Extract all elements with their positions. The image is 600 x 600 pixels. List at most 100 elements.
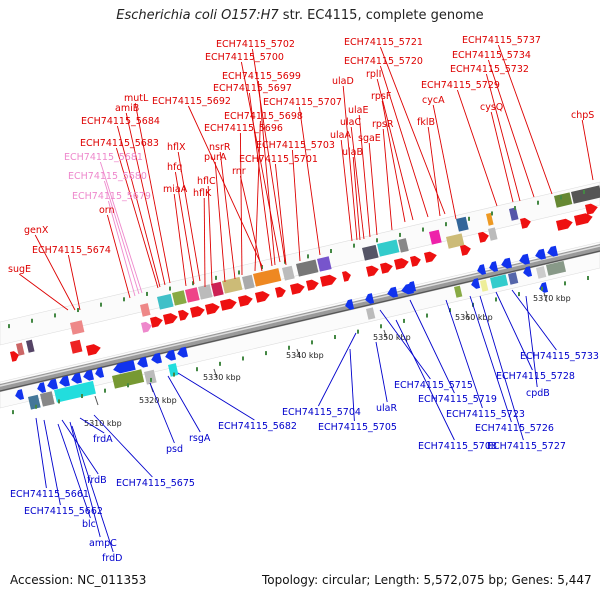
- gene-block[interactable]: [282, 265, 295, 281]
- forward-gene-arrow[interactable]: [10, 350, 20, 362]
- forward-gene-arrow[interactable]: [141, 321, 153, 333]
- reverse-gene-arrow[interactable]: [386, 286, 399, 299]
- gene-block[interactable]: [316, 256, 332, 272]
- gene-block[interactable]: [536, 266, 547, 279]
- gene-label[interactable]: cpdB: [526, 388, 550, 399]
- gene-block[interactable]: [398, 238, 409, 253]
- reverse-gene-arrow[interactable]: [70, 372, 83, 385]
- gene-label[interactable]: mutL: [124, 93, 149, 104]
- gene-label[interactable]: ECH74115_5733: [520, 351, 599, 362]
- forward-gene-arrow[interactable]: [478, 231, 490, 243]
- forward-gene-arrow[interactable]: [410, 255, 422, 267]
- gene-label[interactable]: ECH74115_5674: [32, 245, 111, 256]
- gene-label[interactable]: ECH74115_5698: [224, 111, 303, 122]
- gene-label[interactable]: cysQ: [480, 102, 503, 113]
- gene-label[interactable]: ECH74115_5732: [450, 64, 529, 75]
- gene-block[interactable]: [429, 229, 442, 245]
- gene-block[interactable]: [253, 268, 282, 287]
- gene-block[interactable]: [453, 285, 463, 298]
- gene-label[interactable]: ECH74115_5708: [418, 441, 497, 452]
- gene-label[interactable]: ECH74115_5729: [421, 80, 500, 91]
- gene-label[interactable]: ECH74115_5705: [318, 422, 397, 433]
- gene-label[interactable]: ECH74115_5699: [222, 71, 301, 82]
- forward-gene-arrow[interactable]: [238, 294, 254, 307]
- gene-label[interactable]: frdD: [102, 553, 122, 564]
- gene-label[interactable]: ECH74115_5719: [418, 394, 497, 405]
- forward-gene-arrow[interactable]: [380, 261, 394, 274]
- reverse-gene-arrow[interactable]: [518, 253, 531, 266]
- gene-label[interactable]: ECH74115_5721: [344, 37, 423, 48]
- gene-block[interactable]: [168, 363, 179, 377]
- forward-gene-arrow[interactable]: [342, 270, 352, 282]
- gene-label[interactable]: genX: [24, 225, 49, 236]
- gene-block[interactable]: [157, 293, 174, 310]
- forward-gene-arrow[interactable]: [205, 302, 221, 315]
- reverse-gene-arrow[interactable]: [36, 382, 47, 394]
- reverse-gene-arrow[interactable]: [82, 369, 95, 382]
- gene-block[interactable]: [488, 227, 498, 241]
- gene-label[interactable]: ECH74115_5726: [475, 423, 554, 434]
- gene-block[interactable]: [139, 303, 151, 317]
- gene-label[interactable]: ECH74115_5704: [282, 407, 361, 418]
- gene-label[interactable]: fklB: [417, 117, 435, 128]
- gene-label[interactable]: chpS: [571, 110, 594, 121]
- gene-label[interactable]: ECH74115_5682: [218, 421, 297, 432]
- reverse-gene-arrow[interactable]: [150, 352, 163, 365]
- gene-block[interactable]: [570, 185, 600, 204]
- gene-block[interactable]: [456, 216, 469, 232]
- gene-block[interactable]: [554, 192, 573, 208]
- reverse-gene-arrow[interactable]: [522, 266, 533, 278]
- gene-label[interactable]: rpsF: [371, 91, 391, 102]
- forward-gene-arrow[interactable]: [460, 244, 472, 256]
- reverse-gene-arrow[interactable]: [538, 282, 549, 294]
- gene-block[interactable]: [25, 339, 35, 353]
- gene-label[interactable]: psd: [166, 444, 183, 455]
- gene-label[interactable]: nsrR: [209, 142, 231, 153]
- reverse-gene-arrow[interactable]: [500, 257, 513, 270]
- gene-label[interactable]: ECH74115_5700: [205, 52, 284, 63]
- gene-block[interactable]: [377, 239, 400, 257]
- reverse-gene-arrow[interactable]: [164, 349, 177, 362]
- gene-label[interactable]: ECH74115_5679: [72, 191, 151, 202]
- gene-label[interactable]: rnr: [232, 166, 246, 177]
- forward-gene-arrow[interactable]: [255, 290, 271, 303]
- gene-block[interactable]: [112, 369, 145, 389]
- gene-label[interactable]: rpsR: [372, 119, 394, 130]
- forward-gene-arrow[interactable]: [424, 250, 438, 263]
- gene-block[interactable]: [16, 342, 25, 356]
- gene-block[interactable]: [211, 281, 224, 297]
- gene-label[interactable]: ECH74115_5662: [24, 506, 103, 517]
- gene-block[interactable]: [70, 320, 85, 335]
- gene-block[interactable]: [221, 276, 243, 294]
- gene-label[interactable]: ECH74115_5697: [213, 83, 292, 94]
- gene-label[interactable]: ECH74115_5703: [256, 140, 335, 151]
- reverse-gene-arrow[interactable]: [94, 367, 105, 379]
- gene-label[interactable]: ECH74115_5696: [204, 123, 283, 134]
- gene-label[interactable]: hflX: [167, 142, 186, 153]
- forward-gene-arrow[interactable]: [574, 212, 594, 226]
- forward-gene-arrow[interactable]: [290, 282, 306, 295]
- reverse-gene-arrow[interactable]: [176, 346, 189, 359]
- gene-label[interactable]: sgaE: [358, 133, 381, 144]
- gene-label[interactable]: ulaC: [340, 117, 361, 128]
- gene-label[interactable]: ulaA: [330, 130, 351, 141]
- forward-gene-arrow[interactable]: [163, 312, 179, 325]
- forward-gene-arrow[interactable]: [190, 305, 206, 318]
- reverse-gene-arrow[interactable]: [58, 375, 71, 388]
- gene-block[interactable]: [28, 394, 41, 410]
- gene-block[interactable]: [144, 369, 157, 385]
- gene-label[interactable]: ECH74115_5727: [487, 441, 566, 452]
- gene-block[interactable]: [446, 233, 465, 249]
- gene-label[interactable]: ECH74115_5737: [462, 35, 541, 46]
- reverse-gene-arrow[interactable]: [534, 248, 547, 261]
- forward-gene-arrow[interactable]: [150, 315, 164, 328]
- forward-gene-arrow[interactable]: [585, 202, 599, 215]
- gene-label[interactable]: ulaR: [376, 403, 397, 414]
- gene-block[interactable]: [40, 391, 55, 407]
- forward-gene-arrow[interactable]: [220, 297, 238, 311]
- gene-label[interactable]: ECH74115_5707: [263, 97, 342, 108]
- gene-block[interactable]: [507, 272, 519, 285]
- gene-block[interactable]: [70, 339, 83, 354]
- forward-gene-arrow[interactable]: [320, 273, 338, 287]
